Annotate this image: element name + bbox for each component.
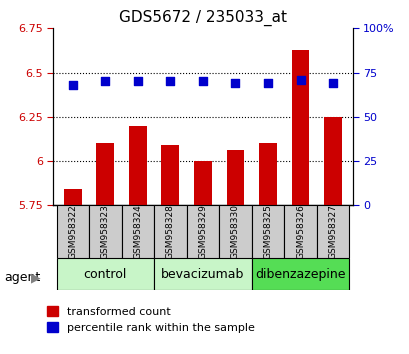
Point: [264, 80, 271, 86]
Legend: transformed count, percentile rank within the sample: transformed count, percentile rank withi…: [47, 307, 254, 333]
Bar: [324, 117, 341, 205]
Bar: [89, 205, 121, 258]
Text: GSM958323: GSM958323: [101, 204, 110, 259]
Bar: [219, 205, 251, 258]
Bar: [258, 143, 276, 205]
Text: GSM958327: GSM958327: [328, 204, 337, 259]
Bar: [56, 258, 154, 290]
Bar: [193, 161, 211, 205]
Text: GSM958330: GSM958330: [230, 204, 239, 259]
Text: ▶: ▶: [31, 272, 40, 284]
Bar: [186, 205, 219, 258]
Bar: [154, 258, 251, 290]
Text: control: control: [83, 268, 127, 281]
Point: [134, 79, 141, 84]
Point: [199, 79, 206, 84]
Text: GSM958328: GSM958328: [166, 204, 175, 259]
Text: GSM958329: GSM958329: [198, 204, 207, 259]
Bar: [316, 205, 348, 258]
Point: [297, 77, 303, 82]
Text: GSM958322: GSM958322: [68, 205, 77, 259]
Bar: [161, 145, 179, 205]
Bar: [64, 189, 81, 205]
Bar: [121, 205, 154, 258]
Text: GSM958324: GSM958324: [133, 205, 142, 259]
Point: [102, 79, 108, 84]
Text: GSM958325: GSM958325: [263, 204, 272, 259]
Text: agent: agent: [4, 272, 40, 284]
Bar: [283, 205, 316, 258]
Title: GDS5672 / 235033_at: GDS5672 / 235033_at: [119, 9, 286, 25]
Bar: [128, 126, 146, 205]
Bar: [291, 50, 309, 205]
Point: [70, 82, 76, 88]
Text: bevacizumab: bevacizumab: [161, 268, 244, 281]
Text: dibenzazepine: dibenzazepine: [255, 268, 345, 281]
Bar: [56, 205, 89, 258]
Text: GSM958326: GSM958326: [295, 204, 304, 259]
Bar: [96, 143, 114, 205]
Bar: [251, 205, 283, 258]
Point: [329, 80, 335, 86]
Point: [231, 80, 238, 86]
Bar: [251, 258, 348, 290]
Point: [167, 79, 173, 84]
Bar: [226, 150, 244, 205]
Bar: [154, 205, 186, 258]
